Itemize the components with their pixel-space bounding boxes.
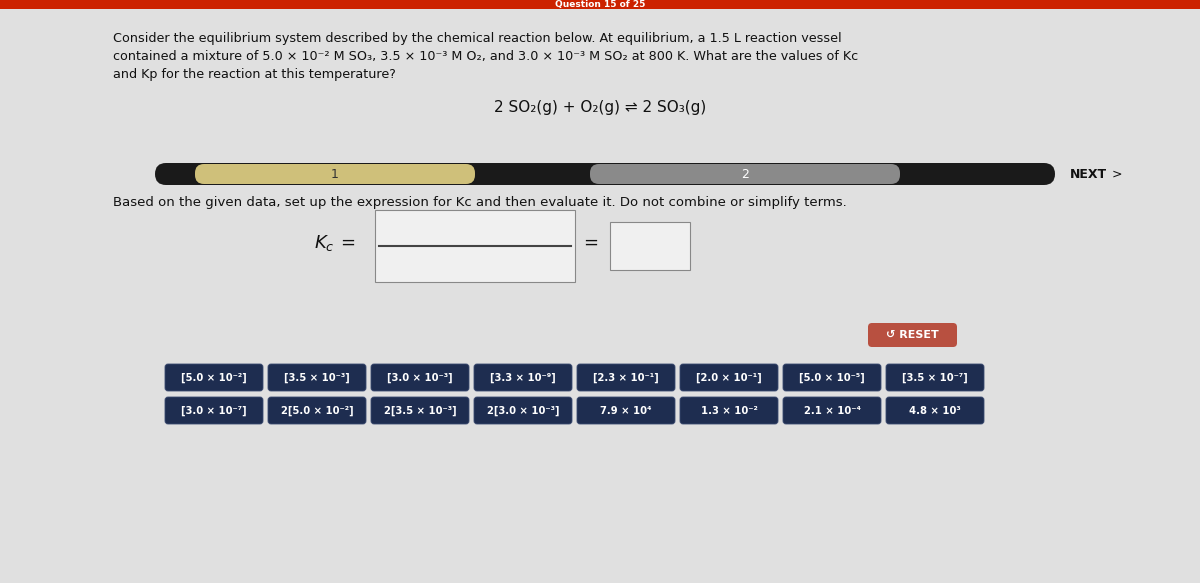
FancyBboxPatch shape xyxy=(784,364,881,391)
Text: 2: 2 xyxy=(742,167,749,181)
Text: [3.5 × 10⁻⁷]: [3.5 × 10⁻⁷] xyxy=(902,373,968,382)
Text: 2[3.5 × 10⁻³]: 2[3.5 × 10⁻³] xyxy=(384,405,456,416)
Text: and Kp for the reaction at this temperature?: and Kp for the reaction at this temperat… xyxy=(113,68,396,81)
FancyBboxPatch shape xyxy=(610,222,690,270)
FancyBboxPatch shape xyxy=(166,364,263,391)
Text: 2.1 × 10⁻⁴: 2.1 × 10⁻⁴ xyxy=(804,406,860,416)
FancyBboxPatch shape xyxy=(590,164,900,184)
FancyBboxPatch shape xyxy=(268,364,366,391)
Text: [3.3 × 10⁻⁹]: [3.3 × 10⁻⁹] xyxy=(490,373,556,382)
FancyBboxPatch shape xyxy=(868,323,958,347)
Text: [3.0 × 10⁻³]: [3.0 × 10⁻³] xyxy=(388,373,452,382)
Text: =: = xyxy=(583,234,598,252)
Text: 1.3 × 10⁻²: 1.3 × 10⁻² xyxy=(701,406,757,416)
Text: [3.5 × 10⁻³]: [3.5 × 10⁻³] xyxy=(284,373,350,382)
Text: 2[5.0 × 10⁻²]: 2[5.0 × 10⁻²] xyxy=(281,405,353,416)
Text: Question 15 of 25: Question 15 of 25 xyxy=(554,0,646,9)
FancyBboxPatch shape xyxy=(577,364,674,391)
FancyBboxPatch shape xyxy=(886,397,984,424)
FancyBboxPatch shape xyxy=(577,397,674,424)
FancyBboxPatch shape xyxy=(371,397,469,424)
Bar xyxy=(0,0,1200,9)
Text: ↺ RESET: ↺ RESET xyxy=(886,330,938,340)
Text: 7.9 × 10⁴: 7.9 × 10⁴ xyxy=(600,406,652,416)
FancyBboxPatch shape xyxy=(166,397,263,424)
Text: [2.3 × 10⁻¹]: [2.3 × 10⁻¹] xyxy=(593,373,659,382)
FancyBboxPatch shape xyxy=(155,163,1055,185)
Text: =: = xyxy=(340,234,355,252)
Text: Consider the equilibrium system described by the chemical reaction below. At equ: Consider the equilibrium system describe… xyxy=(113,32,841,45)
Text: NEXT: NEXT xyxy=(1070,167,1108,181)
Text: >: > xyxy=(1112,167,1122,181)
FancyBboxPatch shape xyxy=(680,364,778,391)
Text: 4.8 × 10³: 4.8 × 10³ xyxy=(910,406,961,416)
FancyBboxPatch shape xyxy=(680,397,778,424)
Text: 2[3.0 × 10⁻³]: 2[3.0 × 10⁻³] xyxy=(487,405,559,416)
Text: contained a mixture of 5.0 × 10⁻² M SO₃, 3.5 × 10⁻³ M O₂, and 3.0 × 10⁻³ M SO₂ a: contained a mixture of 5.0 × 10⁻² M SO₃,… xyxy=(113,50,858,63)
Text: [2.0 × 10⁻¹]: [2.0 × 10⁻¹] xyxy=(696,373,762,382)
Text: [3.0 × 10⁻⁷]: [3.0 × 10⁻⁷] xyxy=(181,405,247,416)
Text: 1: 1 xyxy=(331,167,338,181)
FancyBboxPatch shape xyxy=(474,364,572,391)
FancyBboxPatch shape xyxy=(268,397,366,424)
Text: $K_c$: $K_c$ xyxy=(314,233,335,253)
Text: Based on the given data, set up the expression for Kc and then evaluate it. Do n: Based on the given data, set up the expr… xyxy=(113,196,847,209)
FancyBboxPatch shape xyxy=(194,164,475,184)
FancyBboxPatch shape xyxy=(474,397,572,424)
Text: 2 SO₂(g) + O₂(g) ⇌ 2 SO₃(g): 2 SO₂(g) + O₂(g) ⇌ 2 SO₃(g) xyxy=(494,100,706,115)
FancyBboxPatch shape xyxy=(784,397,881,424)
Text: [5.0 × 10⁻⁵]: [5.0 × 10⁻⁵] xyxy=(799,373,865,382)
FancyBboxPatch shape xyxy=(886,364,984,391)
FancyBboxPatch shape xyxy=(371,364,469,391)
FancyBboxPatch shape xyxy=(374,210,575,282)
Text: [5.0 × 10⁻²]: [5.0 × 10⁻²] xyxy=(181,373,247,382)
